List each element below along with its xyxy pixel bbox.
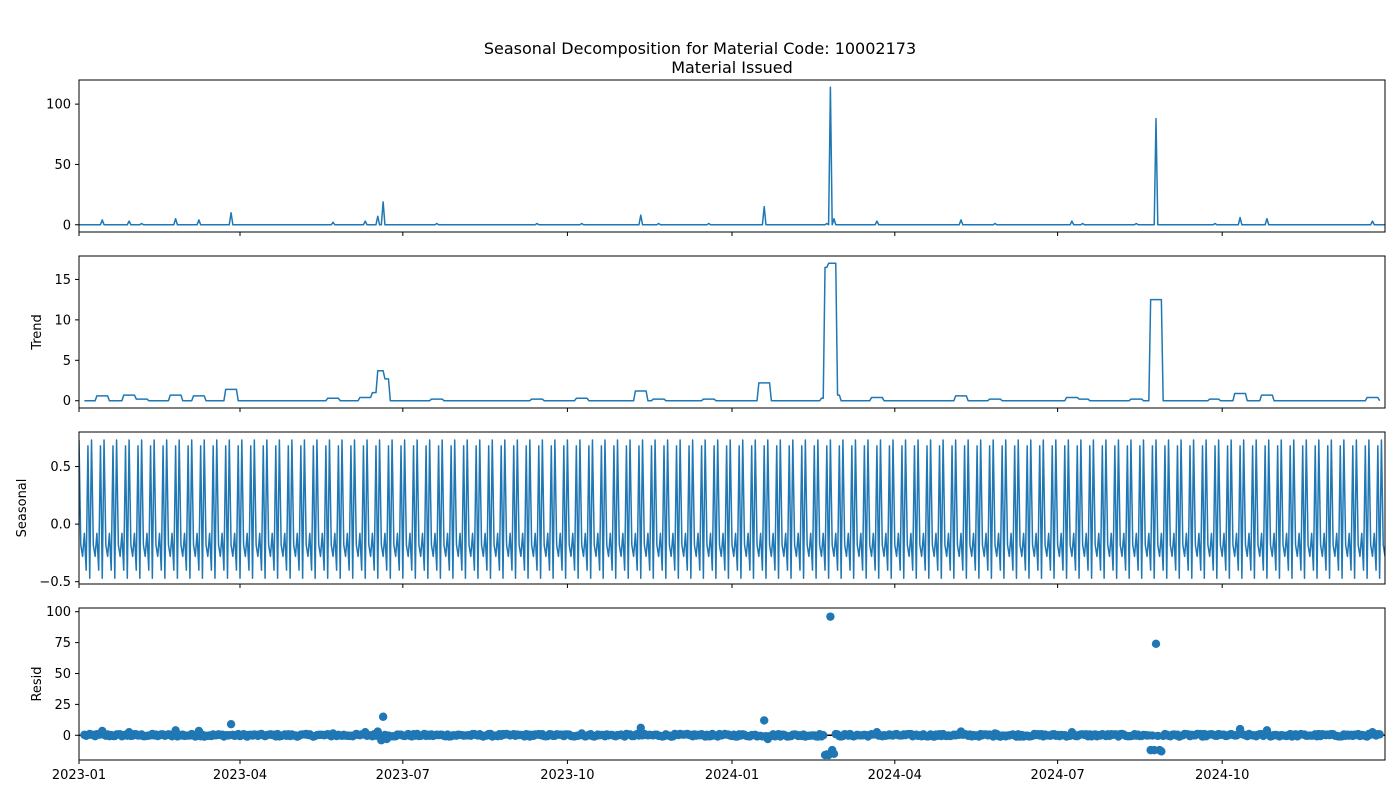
panel-3: Seasonal −0.5 0.0 0.5 [15, 431, 1386, 590]
y-tick-label: 15 [54, 273, 71, 288]
y-tick-label: 0.0 [50, 518, 71, 533]
x-tick-label: 2024-01 [705, 768, 759, 783]
resid-point [378, 712, 388, 721]
y-tick-label: 75 [54, 636, 71, 651]
y-tick-label: 0.5 [50, 460, 71, 475]
resid-point [577, 729, 586, 738]
panel-title: Material Issued [671, 58, 793, 77]
resid-point [636, 723, 645, 733]
resid-point [1235, 724, 1245, 734]
axes-frame [78, 79, 1386, 233]
y-tick-label: 0 [63, 394, 71, 409]
x-tick-label: 2024-07 [1030, 768, 1084, 783]
y-tick-label: 0 [63, 729, 71, 744]
y-axis-label: Resid [30, 666, 45, 701]
resid-point [1262, 726, 1272, 735]
panels: Material Issued 0 50 100 Trend 0 5 10 15 Seasonal… [15, 58, 1386, 783]
resid-point [194, 726, 204, 736]
resid-point [124, 727, 134, 737]
y-tick-label: 50 [54, 667, 71, 682]
panel-4: Resid 0 25 50 75 100 2023-01 2023-04 2023-07 2023… [30, 605, 1386, 783]
y-tick-label: 25 [54, 698, 71, 713]
plot-area [84, 262, 1381, 402]
x-tick-label: 2023-04 [213, 768, 267, 783]
series-line-trend [84, 262, 1381, 402]
y-tick-label: 5 [63, 354, 71, 369]
resid-point [98, 726, 107, 736]
figure-title: Seasonal Decomposition for Material Code… [484, 39, 916, 58]
resid-point [226, 719, 236, 729]
y-tick-label: 0 [63, 218, 71, 233]
x-tick-label: 2024-04 [868, 768, 922, 783]
y-tick-label: 100 [46, 605, 71, 620]
series-line-seasonal [79, 439, 1385, 579]
resid-point [1375, 730, 1384, 739]
resid-point [829, 749, 839, 759]
y-tick-label: 100 [46, 98, 71, 113]
plot-area [79, 439, 1385, 579]
axes-frame [78, 255, 1386, 409]
resid-point [1157, 747, 1166, 756]
y-axis-label: Trend [30, 314, 45, 351]
x-tick-label: 2024-10 [1195, 768, 1249, 783]
resid-point [171, 726, 180, 735]
resid-point [1151, 639, 1161, 649]
plot-area [79, 612, 1385, 760]
resid-point [872, 727, 882, 737]
axes-frame [78, 431, 1386, 585]
x-tick-label: 2023-10 [540, 768, 594, 783]
resid-point [990, 729, 1000, 738]
x-tick-label: 2023-01 [52, 768, 106, 783]
series-line-material-issued [79, 86, 1385, 226]
resid-point [1067, 727, 1077, 737]
resid-point [328, 729, 338, 738]
panel-2: Trend 0 5 10 15 [30, 255, 1386, 412]
y-tick-label: 10 [54, 313, 71, 328]
resid-point [373, 727, 382, 736]
y-axis-label: Seasonal [15, 479, 30, 538]
panel-1: Material Issued 0 50 100 [46, 58, 1386, 236]
plot-area [79, 86, 1385, 226]
resid-point [1368, 727, 1377, 737]
resid-point [382, 734, 391, 744]
resid-point [819, 731, 828, 740]
resid-point [361, 727, 370, 737]
resid-point [763, 734, 772, 744]
resid-point [956, 727, 966, 736]
y-tick-label: 50 [54, 158, 71, 173]
axes-frame [78, 607, 1386, 761]
resid-point [826, 612, 835, 621]
resid-point [760, 716, 769, 725]
y-tick-label: −0.5 [39, 575, 71, 590]
x-tick-label: 2023-07 [376, 768, 430, 783]
